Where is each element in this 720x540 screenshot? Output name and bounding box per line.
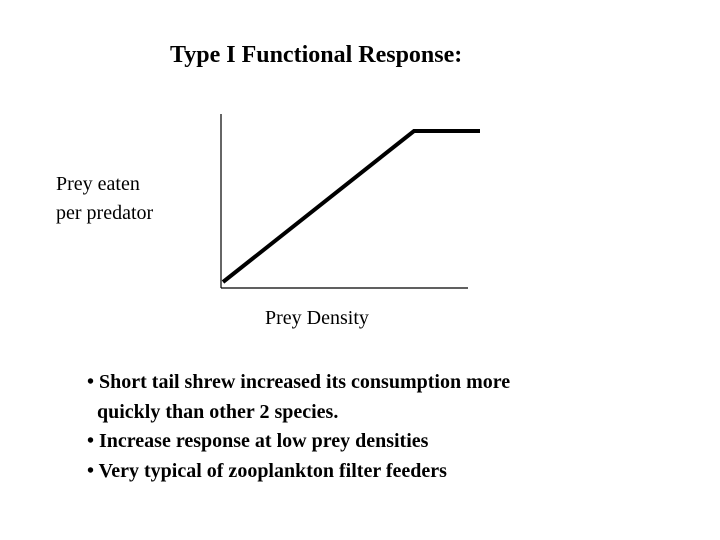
bullet-list: • Short tail shrew increased its consump… bbox=[87, 368, 510, 486]
y-axis-label-line2: per predator bbox=[56, 202, 154, 224]
bullet-item-continuation: quickly than other 2 species. bbox=[97, 400, 339, 423]
bullet-item: • Very typical of zooplankton filter fee… bbox=[87, 459, 447, 482]
y-axis-label-line1: Prey eaten bbox=[56, 173, 140, 195]
bullet-item: • Increase response at low prey densitie… bbox=[87, 430, 429, 452]
bullet-item: • Short tail shrew increased its consump… bbox=[87, 371, 511, 393]
type-one-response-curve bbox=[221, 129, 480, 284]
slide-title: Type I Functional Response: bbox=[170, 42, 463, 68]
x-axis-label: Prey Density bbox=[265, 307, 369, 329]
y-axis-label: Prey eaten per predator bbox=[56, 170, 153, 228]
